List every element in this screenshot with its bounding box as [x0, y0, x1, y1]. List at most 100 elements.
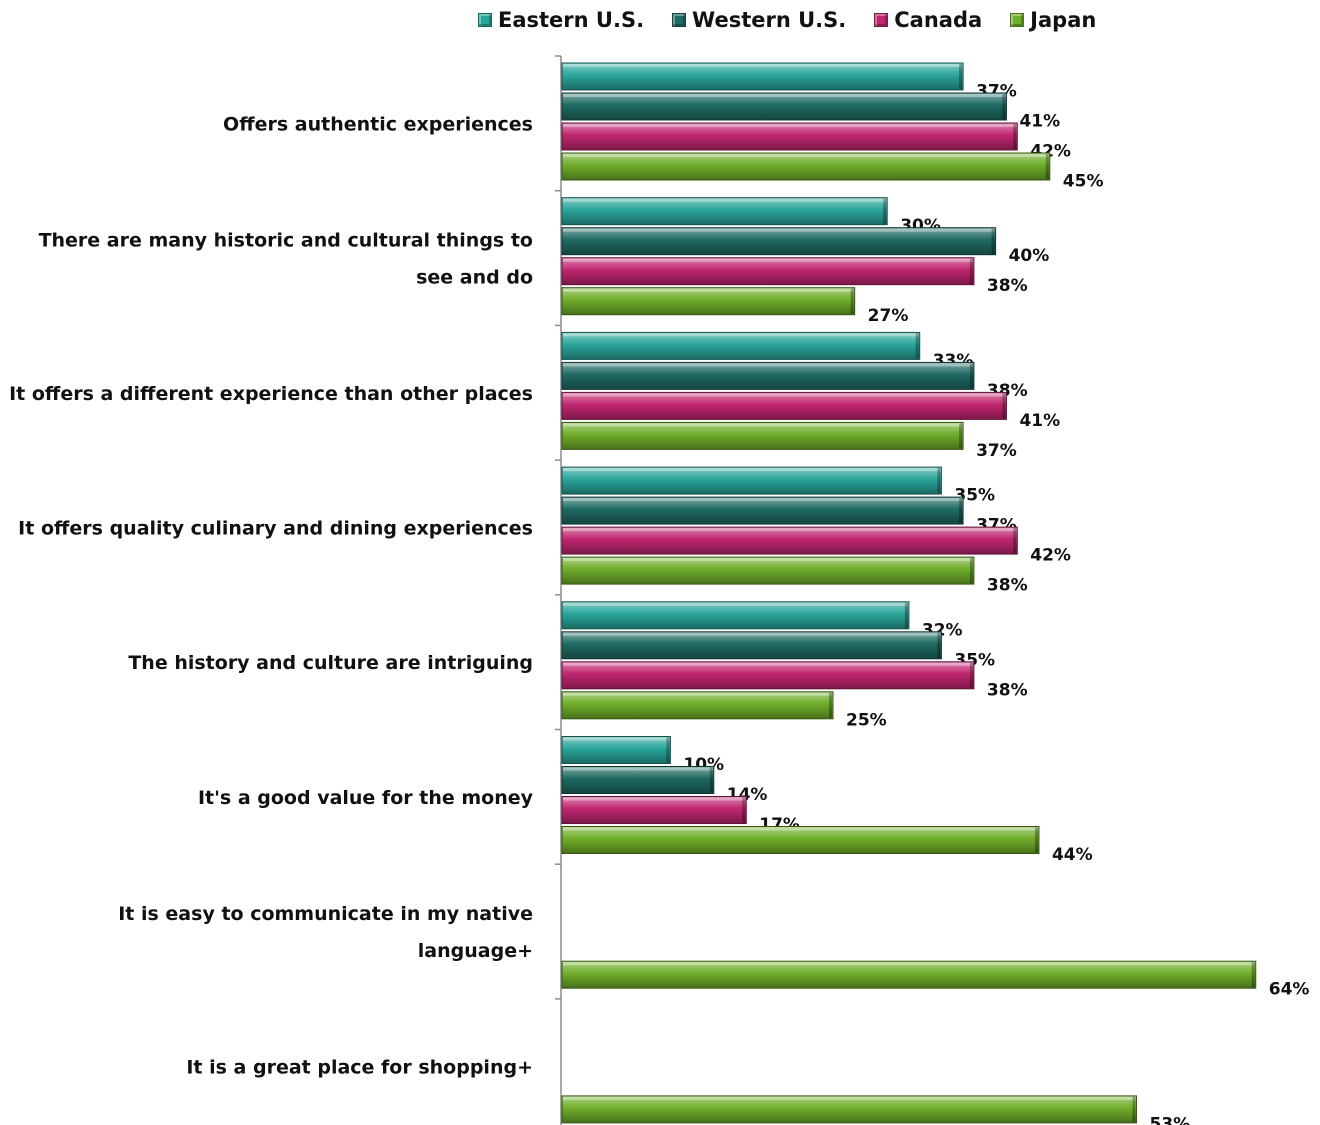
- bar-bevel-top: [563, 154, 1049, 157]
- bar-bevel-end: [991, 228, 995, 254]
- bar-canada-1: [561, 122, 1018, 151]
- bar-bevel-top: [563, 423, 963, 427]
- value-label-japan-6: 44%: [1052, 845, 1093, 865]
- bar-eastern-u-s-2: [561, 197, 888, 226]
- bar-western-u-s-1: [561, 92, 1007, 121]
- bar-bevel-end: [666, 737, 670, 763]
- value-label-japan-2: 27%: [868, 306, 909, 326]
- bar-bevel-top: [563, 602, 908, 606]
- bar-bevel-top: [563, 827, 1038, 831]
- legend-item-canada: Canada: [874, 8, 982, 32]
- bar-bevel-end: [850, 288, 854, 314]
- bar-bevel-top: [563, 393, 1006, 397]
- category-label-it-s-a-good-value-for-the-money: It's a good value for the money: [198, 787, 534, 809]
- bar-bevel-end: [742, 797, 746, 823]
- value-label-japan-3: 37%: [976, 441, 1017, 461]
- value-label-canada-3: 41%: [1019, 411, 1060, 431]
- bar-bevel-end: [1132, 1096, 1136, 1122]
- legend-label-eastern-us: Eastern U.S.: [498, 8, 645, 32]
- value-label-japan-4: 38%: [987, 576, 1028, 596]
- bar-bevel-end: [709, 767, 713, 793]
- bar-japan-8: [561, 1095, 1138, 1124]
- bar-canada-4: [561, 526, 1018, 555]
- value-label-japan-5: 25%: [846, 710, 887, 730]
- bar-bevel-end: [904, 602, 908, 628]
- bar-bevel-top: [563, 767, 713, 771]
- bar-bevel-top: [563, 64, 963, 67]
- bar-bevel-end: [969, 558, 973, 584]
- value-label-western-u-s-1: 41%: [1019, 112, 1060, 132]
- legend-label-canada: Canada: [894, 8, 983, 32]
- bar-japan-3: [561, 421, 964, 450]
- bar-canada-6: [561, 796, 747, 824]
- bar-eastern-u-s-5: [561, 601, 910, 630]
- bar-bevel-end: [969, 258, 973, 284]
- value-label-western-u-s-2: 40%: [1009, 246, 1050, 266]
- category-label-offers-authentic-experiences: Offers authentic experiences: [223, 113, 533, 135]
- bar-bevel-top: [563, 737, 670, 741]
- bar-bevel-top: [563, 797, 746, 801]
- bar-bevel-top: [563, 333, 919, 337]
- value-label-japan-7: 64%: [1269, 980, 1310, 1000]
- bar-bevel-end: [1045, 154, 1049, 179]
- value-label-japan-1: 45%: [1063, 172, 1104, 192]
- legend-swatch-japan: [1010, 13, 1025, 27]
- bar-bevel-top: [563, 632, 941, 636]
- bar-bevel-end: [959, 498, 963, 524]
- bar-bevel-end: [959, 423, 963, 449]
- legend-swatch-canada: [874, 13, 889, 27]
- bar-bevel-top: [563, 692, 832, 696]
- legend-item-japan: Japan: [1010, 8, 1096, 32]
- value-label-canada-5: 38%: [987, 680, 1028, 700]
- bar-western-u-s-2: [561, 227, 997, 256]
- bar-bevel-end: [1002, 94, 1006, 119]
- bar-japan-5: [561, 691, 834, 720]
- bar-bevel-top: [563, 258, 973, 262]
- bar-eastern-u-s-4: [561, 466, 942, 495]
- legend-item-eastern-us: Eastern U.S.: [478, 8, 644, 32]
- bar-bevel-end: [1013, 124, 1017, 149]
- bar-bevel-end: [969, 363, 973, 389]
- bar-japan-6: [561, 826, 1040, 854]
- bar-bevel-end: [1013, 528, 1017, 554]
- category-label-it-offers-quality-culinary-and-dining-ex: It offers quality culinary and dining ex…: [18, 517, 533, 539]
- legend-item-western-us: Western U.S.: [672, 8, 846, 32]
- bar-bevel-top: [563, 228, 995, 232]
- bar-bevel-end: [1034, 827, 1038, 853]
- bar-bevel-top: [563, 528, 1017, 532]
- bar-bevel-end: [915, 333, 919, 359]
- bar-bevel-end: [937, 632, 941, 658]
- bar-western-u-s-4: [561, 496, 964, 525]
- bar-bevel-top: [563, 662, 973, 666]
- bar-bevel-top: [563, 498, 963, 502]
- bar-western-u-s-3: [561, 361, 975, 390]
- bar-bevel-end: [1002, 393, 1006, 419]
- bar-bevel-top: [563, 468, 941, 472]
- legend-swatch-eastern-us: [478, 13, 492, 27]
- legend-swatch-western-us: [672, 13, 687, 27]
- bar-canada-2: [561, 257, 975, 286]
- bar-bevel-end: [883, 198, 887, 224]
- bar-bevel-end: [829, 692, 832, 718]
- bar-bevel-end: [937, 468, 941, 494]
- bar-canada-3: [561, 391, 1007, 420]
- bar-bevel-top: [563, 124, 1017, 127]
- bar-bevel-top: [563, 94, 1006, 97]
- bar-western-u-s-6: [561, 766, 715, 794]
- bar-bevel-top: [563, 288, 854, 292]
- bar-bevel-top: [563, 962, 1255, 966]
- bar-bevel-top: [563, 363, 973, 367]
- bar-japan-7: [561, 960, 1257, 989]
- bar-eastern-u-s-1: [561, 62, 964, 91]
- category-label-the-history-and-culture-are-intriguing: The history and culture are intriguing: [128, 652, 533, 674]
- value-label-japan-8: 53%: [1150, 1114, 1191, 1125]
- bar-japan-2: [561, 287, 856, 316]
- category-label-it-is-a-great-place-for-shopping: It is a great place for shopping+: [186, 1056, 533, 1078]
- value-label-eastern-u-s-4: 35%: [954, 486, 995, 506]
- bar-bevel-top: [563, 558, 973, 562]
- category-label-there-are-many-historic-and-cultural-thi: There are many historic and cultural thi…: [39, 230, 533, 289]
- chart-legend: Eastern U.S. Western U.S. Canada Japan: [478, 4, 1096, 36]
- bar-japan-1: [561, 152, 1051, 181]
- bar-bevel-end: [959, 64, 963, 89]
